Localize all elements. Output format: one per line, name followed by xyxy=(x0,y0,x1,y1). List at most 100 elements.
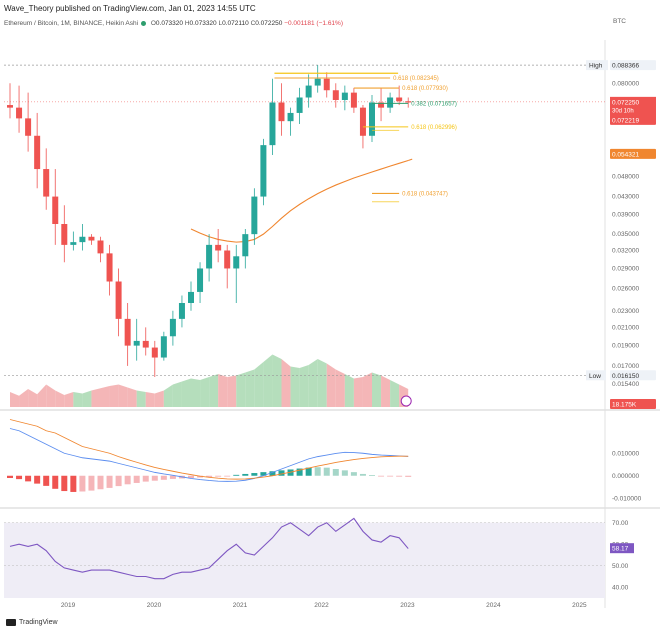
fib-level-label: 0.618 (0.043747) xyxy=(402,191,448,197)
candle-body xyxy=(387,97,394,108)
price-axis-tick: 0.015400 xyxy=(612,381,639,388)
macd-histogram-bar xyxy=(242,473,249,476)
market-status-icon xyxy=(141,20,147,26)
volume-bar xyxy=(227,375,237,407)
footer-brand: TradingView xyxy=(19,619,58,626)
candle-body xyxy=(88,236,95,241)
macd-histogram-bar xyxy=(323,467,330,476)
candle-body xyxy=(178,302,185,319)
macd-axis-tick: 0.000000 xyxy=(612,473,639,480)
volume-bar xyxy=(344,374,354,407)
volume-bar xyxy=(145,392,155,407)
macd-histogram-bar xyxy=(341,470,348,476)
volume-bar xyxy=(28,389,38,407)
legend-high-label: H xyxy=(184,20,190,27)
macd-histogram-bar xyxy=(251,473,258,476)
moving-average-line xyxy=(190,159,409,243)
volume-bar xyxy=(353,377,363,407)
candle-body xyxy=(396,97,403,102)
volume-bar xyxy=(10,392,20,407)
volume-bar xyxy=(290,366,300,407)
macd-histogram-bar xyxy=(124,475,131,485)
macd-macd-line xyxy=(9,428,409,482)
candle-body xyxy=(287,112,294,122)
time-axis-tick: 2019 xyxy=(61,602,76,609)
rsi-axis-tick: 70.00 xyxy=(612,520,629,527)
currency-label: BTC xyxy=(613,18,626,25)
time-axis-tick: 2023 xyxy=(400,602,415,609)
candle-body xyxy=(251,196,258,235)
candle-body xyxy=(43,169,50,197)
macd-histogram-bar xyxy=(34,475,41,484)
high-tag: High xyxy=(589,63,603,70)
legend-close-label: C xyxy=(250,20,256,27)
candle-body xyxy=(332,90,339,100)
rsi-value-tag: 58.17 xyxy=(612,546,629,553)
rsi-line xyxy=(9,517,409,580)
macd-histogram-bar xyxy=(332,469,339,476)
price-axis-tick: 0.023000 xyxy=(612,308,639,315)
macd-histogram-bar xyxy=(115,475,122,487)
legend-high-value: 0.073320 xyxy=(189,20,217,27)
macd-histogram-bar xyxy=(296,468,303,476)
volume-bar xyxy=(127,387,137,407)
candle-body xyxy=(106,253,113,282)
candle-body xyxy=(296,97,303,113)
macd-signal-line xyxy=(9,419,409,480)
symbol-title[interactable]: Ethereum / Bitcoin, 1M, BINANCE, Heikin … xyxy=(4,20,139,27)
macd-histogram-bar xyxy=(224,475,231,477)
volume-bar xyxy=(82,390,92,407)
legend-low-value: 0.072110 xyxy=(222,20,249,27)
candle-body xyxy=(350,92,357,108)
price-axis-tick: 0.032000 xyxy=(612,247,639,254)
macd-histogram-bar xyxy=(206,475,213,478)
last-price-tag: 0.072250 xyxy=(612,99,639,106)
time-axis-tick: 2025 xyxy=(572,602,587,609)
macd-axis-tick: 0.010000 xyxy=(612,450,639,457)
rsi-axis-tick: 40.00 xyxy=(612,584,629,591)
volume-bar xyxy=(200,377,210,407)
macd-histogram-bar xyxy=(133,475,140,483)
candle-body xyxy=(359,107,366,136)
volume-bar xyxy=(372,372,382,407)
candle-body xyxy=(305,85,312,98)
macd-histogram-bar xyxy=(61,475,68,492)
tradingview-logo-icon xyxy=(6,619,16,626)
volume-bar xyxy=(100,386,110,407)
volume-bar xyxy=(55,390,65,407)
volume-bar xyxy=(236,372,246,407)
candle-body xyxy=(260,145,267,197)
volume-bar xyxy=(299,365,309,407)
footer: TradingView xyxy=(6,619,58,626)
macd-histogram-bar xyxy=(25,475,32,482)
volume-bar xyxy=(19,389,29,407)
volume-bar xyxy=(245,369,255,407)
volume-bar xyxy=(154,390,164,407)
price-axis-tick: 0.080000 xyxy=(612,80,639,87)
macd-histogram-bar xyxy=(233,474,240,476)
high-price-tag-bg xyxy=(610,60,656,71)
rsi-band-fill xyxy=(4,522,605,598)
candle-body xyxy=(369,102,375,136)
candle-body xyxy=(206,244,213,269)
volume-bar xyxy=(218,374,228,407)
volume-bar xyxy=(163,384,173,407)
candle-body xyxy=(224,250,231,269)
fib-level-label: 0.618 (0.077930) xyxy=(402,86,448,92)
candle-body xyxy=(233,256,240,269)
fib-level-label: 0.382 (0.071657) xyxy=(411,101,457,107)
rsi-axis-tick: 50.00 xyxy=(612,563,629,570)
candle-body xyxy=(133,340,140,346)
macd-histogram-bar xyxy=(269,471,276,476)
macd-histogram-bar xyxy=(70,475,77,492)
time-axis-tick: 2022 xyxy=(314,602,329,609)
macd-histogram-bar xyxy=(7,475,13,478)
volume-bar xyxy=(73,392,83,407)
macd-axis-tick: -0.010000 xyxy=(612,495,642,502)
macd-histogram-bar xyxy=(16,475,23,480)
candle-body xyxy=(25,118,32,136)
volume-bar xyxy=(64,392,74,407)
macd-histogram-bar xyxy=(79,475,86,492)
candle-body xyxy=(169,318,176,337)
